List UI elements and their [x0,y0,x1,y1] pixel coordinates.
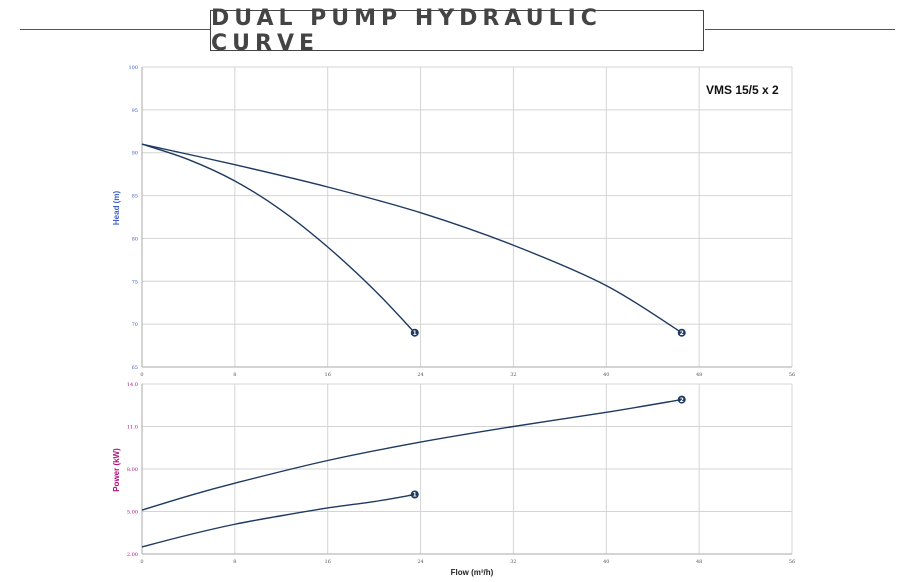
title-box: DUAL PUMP HYDRAULIC CURVE [210,6,704,56]
model-label: VMS 15/5 x 2 [706,83,779,97]
marker-circle [410,490,419,499]
head-y-tick-label: 80 [132,236,138,242]
page-title: DUAL PUMP HYDRAULIC CURVE [211,5,602,56]
power-x-tick-label: 48 [696,559,702,565]
power-x-tick-label: 56 [789,559,795,565]
head-x-tick-label: 24 [417,372,423,378]
marker-label: 1 [413,330,417,337]
head-x-tick-label: 40 [603,372,609,378]
head-curve-2 [141,143,683,334]
head-y-tick-label: 95 [132,108,138,114]
header-rule-right [705,29,895,30]
power-x-tick-label: 16 [325,559,331,565]
marker-circle [677,328,686,337]
head-y-tick-label: 90 [132,151,138,157]
flow-x-axis-label: Flow (m³/h) [451,568,494,577]
marker-label: 2 [680,397,684,404]
head-curve-marker-1: 1 [410,328,419,337]
marker-label: 2 [680,330,684,337]
head-x-tick-label: 0 [140,372,143,378]
power-curve-marker-1: 1 [410,490,419,499]
power-x-tick-label: 40 [603,559,609,565]
head-y-tick-label: 85 [132,194,138,200]
head-y-tick-label: 100 [128,65,138,71]
head-curve-1 [141,143,416,334]
marker-circle [677,395,686,404]
head-x-tick-label: 48 [696,372,702,378]
head-y-tick-label: 65 [132,365,138,371]
power-curve-2 [141,398,682,511]
head-x-tick-label: 16 [325,372,331,378]
power-y-tick-label: 5.00 [127,510,138,516]
power-y-tick-label: 14.0 [127,382,138,388]
header-rule-left [20,29,210,30]
head-x-tick-label: 56 [789,372,795,378]
power-x-tick-label: 0 [140,559,143,565]
marker-circle [410,328,419,337]
power-y-tick-label: 8.00 [127,467,138,473]
head-y-tick-label: 70 [132,322,138,328]
head-y-axis-label: Head (m) [112,191,121,226]
power-chart: 0 8 16 24 32 40 48 56 2.00 5.00 8.00 11.0 14.0 1 2 [127,382,795,565]
power-y-tick-label: 2.00 [127,552,138,558]
head-y-tick-label: 75 [132,279,138,285]
power-x-tick-label: 8 [233,559,236,565]
power-x-tick-label: 32 [510,559,516,565]
head-x-tick-label: 32 [510,372,516,378]
power-y-axis-label: Power (kW) [112,448,121,492]
head-curve-marker-2: 2 [677,328,686,337]
power-curve-marker-2: 2 [677,395,686,404]
head-chart: 0 8 16 24 32 40 48 56 65 70 75 80 85 90 95 100 1 2 [128,65,795,378]
power-x-tick-label: 24 [417,559,423,565]
power-curve-1 [141,493,415,548]
marker-label: 1 [413,492,417,499]
power-y-tick-label: 11.0 [127,425,138,431]
head-x-tick-label: 8 [233,372,236,378]
